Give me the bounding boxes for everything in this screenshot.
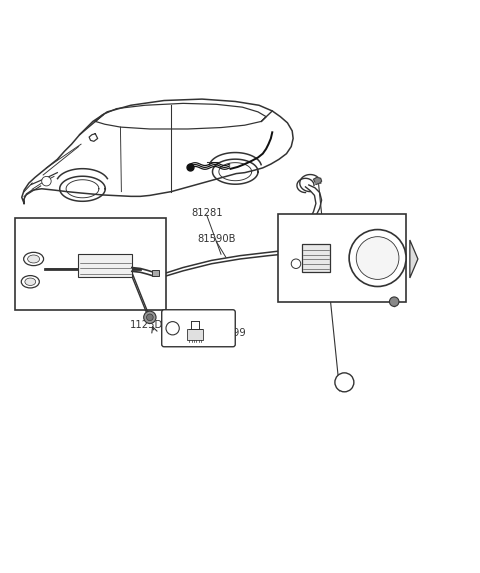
Text: 81590B: 81590B bbox=[197, 234, 236, 244]
FancyBboxPatch shape bbox=[162, 310, 235, 347]
Text: 79552: 79552 bbox=[306, 235, 338, 245]
Bar bbox=[152, 270, 159, 276]
Text: a: a bbox=[341, 378, 348, 387]
Ellipse shape bbox=[21, 276, 39, 288]
Text: 81199: 81199 bbox=[214, 328, 246, 338]
Ellipse shape bbox=[28, 255, 39, 263]
Text: 1125DA: 1125DA bbox=[130, 320, 170, 331]
Ellipse shape bbox=[25, 278, 36, 285]
Bar bbox=[187, 329, 204, 340]
Bar bbox=[78, 254, 132, 277]
Circle shape bbox=[291, 259, 301, 269]
Polygon shape bbox=[313, 178, 322, 185]
Polygon shape bbox=[410, 240, 418, 278]
Circle shape bbox=[335, 373, 354, 392]
Circle shape bbox=[146, 314, 153, 321]
Circle shape bbox=[144, 311, 156, 324]
Circle shape bbox=[42, 176, 51, 186]
Text: 1125AD: 1125AD bbox=[363, 289, 404, 299]
Text: a: a bbox=[170, 324, 175, 333]
Text: 69510: 69510 bbox=[312, 272, 344, 282]
Circle shape bbox=[166, 321, 179, 335]
Bar bbox=[278, 214, 406, 301]
Text: 87551: 87551 bbox=[333, 219, 365, 229]
Text: 81570A: 81570A bbox=[76, 226, 115, 236]
Text: 1129AE: 1129AE bbox=[363, 281, 402, 291]
Bar bbox=[301, 244, 330, 272]
Circle shape bbox=[349, 230, 406, 286]
Circle shape bbox=[356, 237, 399, 280]
Text: 81281: 81281 bbox=[191, 208, 223, 218]
Text: 81575: 81575 bbox=[35, 248, 67, 258]
Circle shape bbox=[389, 297, 399, 307]
Ellipse shape bbox=[24, 252, 44, 266]
Text: 81275: 81275 bbox=[35, 282, 67, 292]
Bar bbox=[14, 218, 167, 310]
